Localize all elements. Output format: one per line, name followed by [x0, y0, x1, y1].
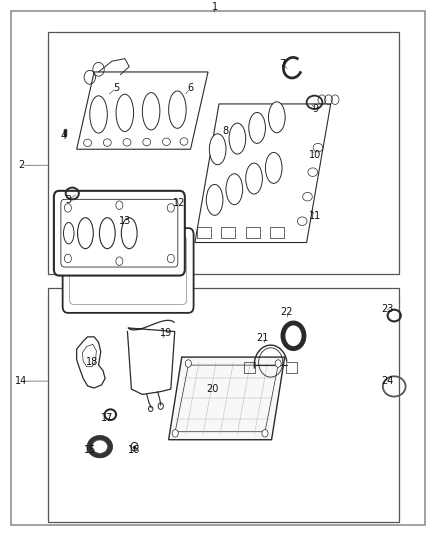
Circle shape: [64, 254, 71, 263]
Bar: [48, 32, 399, 274]
Text: 18: 18: [86, 358, 98, 367]
Ellipse shape: [229, 123, 246, 154]
Text: 21: 21: [257, 334, 269, 343]
FancyBboxPatch shape: [63, 228, 194, 313]
Ellipse shape: [142, 93, 160, 130]
Text: 24: 24: [381, 376, 394, 386]
Ellipse shape: [169, 91, 186, 128]
Ellipse shape: [246, 163, 262, 194]
Ellipse shape: [78, 217, 93, 248]
Ellipse shape: [99, 217, 115, 248]
Circle shape: [167, 204, 174, 212]
Ellipse shape: [265, 152, 282, 183]
Text: 13: 13: [119, 216, 131, 226]
Circle shape: [262, 430, 268, 437]
Text: 15: 15: [84, 446, 96, 455]
FancyBboxPatch shape: [54, 191, 185, 276]
Text: 8: 8: [223, 126, 229, 135]
Bar: [286, 362, 297, 373]
Text: 12: 12: [173, 198, 186, 207]
Ellipse shape: [64, 223, 74, 244]
Bar: [246, 227, 260, 238]
Ellipse shape: [87, 435, 113, 458]
Circle shape: [116, 201, 123, 209]
Bar: [197, 227, 211, 238]
Circle shape: [64, 204, 71, 212]
Polygon shape: [169, 357, 285, 440]
Text: 14: 14: [15, 376, 27, 386]
Circle shape: [185, 360, 191, 367]
Text: 23: 23: [381, 304, 394, 314]
Ellipse shape: [249, 112, 265, 143]
Ellipse shape: [121, 217, 137, 248]
Text: 9: 9: [312, 104, 318, 114]
Circle shape: [167, 254, 174, 263]
Text: 20: 20: [206, 384, 219, 394]
Text: 1: 1: [212, 3, 218, 12]
Ellipse shape: [268, 102, 285, 133]
Ellipse shape: [209, 134, 226, 165]
Text: 17: 17: [101, 414, 113, 423]
Ellipse shape: [226, 174, 243, 205]
Bar: [221, 227, 235, 238]
Bar: [244, 362, 255, 373]
FancyBboxPatch shape: [61, 199, 178, 267]
Text: 22: 22: [281, 307, 293, 317]
Bar: [48, 288, 399, 522]
Bar: [270, 227, 284, 238]
Text: 4: 4: [60, 131, 67, 141]
Circle shape: [275, 360, 281, 367]
Text: 6: 6: [187, 83, 194, 93]
Text: 10: 10: [309, 150, 321, 159]
Ellipse shape: [90, 96, 107, 133]
Text: 16: 16: [127, 446, 140, 455]
Text: 19: 19: [160, 328, 173, 338]
FancyBboxPatch shape: [70, 237, 187, 304]
Text: 3: 3: [65, 195, 71, 205]
Circle shape: [116, 257, 123, 265]
Ellipse shape: [92, 440, 108, 453]
Text: 7: 7: [279, 59, 286, 69]
Ellipse shape: [206, 184, 223, 215]
Circle shape: [172, 430, 178, 437]
Text: 11: 11: [309, 211, 321, 221]
Text: 2: 2: [18, 160, 24, 170]
Text: 5: 5: [113, 83, 119, 93]
Ellipse shape: [116, 94, 134, 132]
